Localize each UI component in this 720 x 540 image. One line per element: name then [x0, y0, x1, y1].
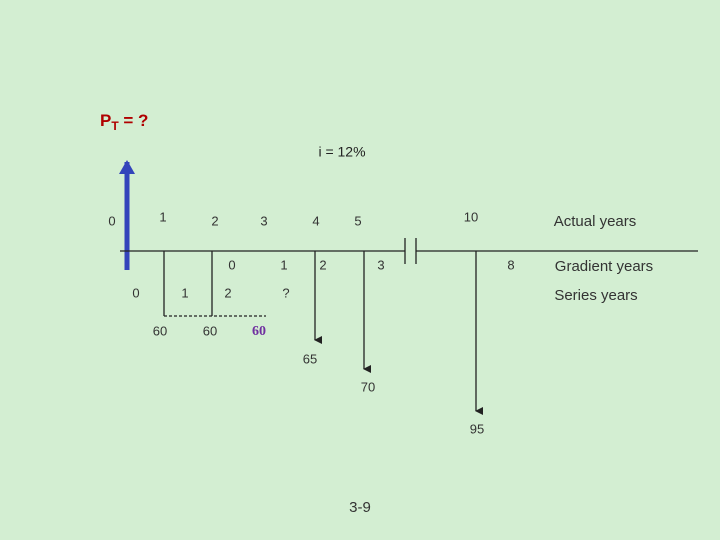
series-year: 0 [132, 285, 139, 300]
page-number: 3-9 [349, 499, 371, 516]
actual-year: 10 [464, 209, 478, 224]
series-year: 1 [181, 285, 188, 300]
gradient-year: 0 [228, 257, 235, 272]
actual-year: 2 [211, 213, 218, 228]
actual-year: 3 [260, 213, 267, 228]
series-year: 2 [224, 285, 231, 300]
cash-flow-label: 95 [470, 421, 484, 436]
cash-flow-label: 60 [252, 324, 266, 339]
gradient-year: 1 [280, 257, 287, 272]
interest-rate: i = 12% [318, 144, 365, 160]
actual-year: 1 [159, 209, 166, 224]
cash-flow-label: 65 [303, 351, 317, 366]
series-years-caption: Series years [554, 287, 637, 304]
pw-subscript: T [111, 119, 119, 133]
actual-year: 4 [312, 213, 319, 228]
gradient-year: 3 [377, 257, 384, 272]
cash-flow-label: 70 [361, 379, 375, 394]
present-worth-label: PT = ? [100, 111, 148, 133]
series-year: ? [282, 285, 289, 300]
pw-symbol: P [100, 111, 111, 130]
gradient-year: 2 [319, 257, 326, 272]
gradient-year: 8 [507, 257, 514, 272]
actual-year: 5 [354, 213, 361, 228]
gradient-years-caption: Gradient years [555, 258, 653, 275]
pw-suffix: = ? [119, 111, 149, 130]
actual-years-caption: Actual years [554, 213, 637, 230]
actual-year: 0 [108, 213, 115, 228]
cash-flow-label: 60 [153, 323, 167, 338]
cash-flow-label: 60 [203, 323, 217, 338]
